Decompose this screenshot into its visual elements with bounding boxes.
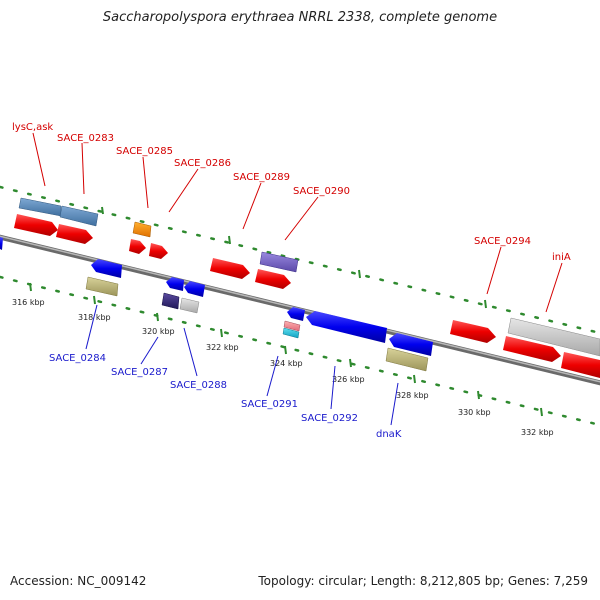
gene-arrow <box>56 224 93 244</box>
reverse-leader-lines <box>85 304 399 426</box>
gene-label: SACE_0284 <box>49 353 106 364</box>
gene-arrow <box>166 277 184 291</box>
tick-label: 320 kbp <box>142 327 175 336</box>
gene-label: SACE_0283 <box>57 133 114 144</box>
reverse-gene-labels: SACE_0284 SACE_0287 SACE_0288 SACE_0291 … <box>49 353 402 440</box>
gene-label: iniA <box>552 252 571 263</box>
gene-label: SACE_0290 <box>293 186 350 197</box>
gene-arrow <box>14 214 58 236</box>
tick-label: 326 kbp <box>332 375 365 384</box>
gene-label: SACE_0291 <box>241 399 298 410</box>
gene-feature <box>59 205 99 227</box>
outer-dotted-ring <box>0 185 600 335</box>
tick-label: 332 kbp <box>521 428 554 437</box>
gene-label: SACE_0294 <box>474 236 531 247</box>
gene-label: lysC,ask <box>12 122 53 133</box>
gene-feature <box>282 327 300 339</box>
gene-feature <box>132 221 152 238</box>
gene-label: SACE_0292 <box>301 413 358 424</box>
forward-gene-arrows <box>14 214 600 378</box>
reverse-cog-features <box>85 276 429 372</box>
gene-arrow <box>210 258 250 279</box>
gene-label: SACE_0288 <box>170 380 227 391</box>
tick-label: 330 kbp <box>458 408 491 417</box>
gene-label: dnaK <box>376 429 402 440</box>
gene-arrow <box>184 281 205 297</box>
gene-arrow <box>0 237 3 250</box>
tick-label: 316 kbp <box>12 298 45 307</box>
gene-arrow <box>561 352 600 378</box>
genome-summary-text: Topology: circular; Length: 8,212,805 bp… <box>258 574 588 588</box>
accession-text: Accession: NC_009142 <box>10 574 147 588</box>
tick-label: 328 kbp <box>396 391 429 400</box>
gene-arrow <box>450 320 496 343</box>
tick-label: 324 kbp <box>270 359 303 368</box>
gene-feature <box>507 317 600 357</box>
gene-feature <box>179 297 200 314</box>
gene-label: SACE_0286 <box>174 158 231 169</box>
forward-leader-lines <box>32 132 563 313</box>
gene-arrow <box>255 269 291 289</box>
forward-gene-labels: lysC,ask SACE_0283 SACE_0285 SACE_0286 S… <box>12 122 571 263</box>
inner-major-ticks <box>29 282 543 417</box>
gene-feature <box>85 276 119 297</box>
forward-cog-features <box>18 197 600 357</box>
gene-feature <box>161 292 180 310</box>
gene-label: SACE_0287 <box>111 367 168 378</box>
gene-label: SACE_0285 <box>116 146 173 157</box>
map-title: Saccharopolyspora erythraea NRRL 2338, c… <box>102 10 498 25</box>
gene-arrow <box>389 333 433 356</box>
outer-major-ticks <box>101 206 487 309</box>
gene-feature <box>385 347 429 372</box>
gene-arrow <box>306 311 387 343</box>
gene-arrow <box>91 259 122 278</box>
gene-feature <box>283 320 301 332</box>
reverse-gene-arrows <box>0 237 433 356</box>
gene-arrow <box>129 239 146 254</box>
gene-arrow <box>287 307 305 321</box>
gene-arrow <box>503 336 561 362</box>
gene-label: SACE_0289 <box>233 172 290 183</box>
gene-feature <box>18 197 62 217</box>
inner-dotted-ring <box>0 275 600 427</box>
gene-arrow <box>149 243 168 259</box>
tick-label: 322 kbp <box>206 343 239 352</box>
gene-feature <box>259 251 299 273</box>
